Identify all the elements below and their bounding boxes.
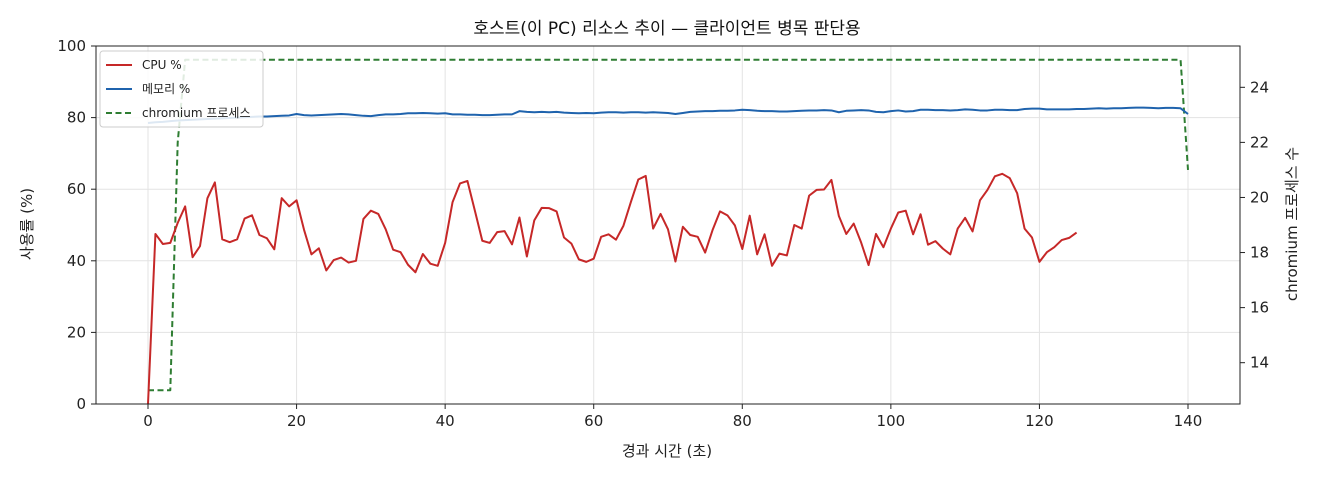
y-tick-label: 20 [67,323,86,341]
legend-box [99,50,264,128]
y-right-tick-label: 22 [1250,133,1269,151]
y-tick-label: 40 [67,252,86,270]
y-right-axis-ticks: 14 16 18 20 22 24 [1240,78,1269,372]
x-tick-label: 100 [877,412,906,430]
legend-label: CPU % [142,58,182,72]
y-right-tick-label: 18 [1250,244,1269,262]
y-axis-ticks: 0 20 40 60 80 100 [57,37,96,413]
x-tick-label: 60 [584,412,603,430]
series-line-0 [147,172,1078,405]
legend-label: chromium 프로세스 [142,106,251,120]
x-tick-label: 40 [436,412,455,430]
y-tick-label: 100 [57,37,86,55]
x-tick-label: 0 [143,412,153,430]
chart-title: 호스트(이 PC) 리소스 추이 — 클라이언트 병목 판단용 [473,19,860,39]
plot-frame [95,45,1241,405]
series-line-2 [148,58,1189,392]
x-axis-ticks: 0 20 40 60 80 100 120 140 [143,404,1202,430]
y-right-tick-label: 16 [1250,299,1269,317]
x-tick-label: 120 [1025,412,1054,430]
x-tick-label: 20 [287,412,306,430]
y-axis-label: 사용률 (%) [18,188,36,260]
x-axis-label: 경과 시간 (초) [622,442,712,460]
series-line-1 [147,106,1189,124]
y-right-tick-label: 14 [1250,354,1269,372]
y-right-tick-label: 20 [1250,188,1269,206]
y-right-axis-label: chromium 프로세스 수 [1283,147,1301,301]
y-tick-label: 60 [67,180,86,198]
y-tick-label: 80 [67,109,86,127]
legend-label: 메모리 % [142,82,190,96]
y-tick-label: 0 [76,395,86,413]
series-layer [147,58,1189,405]
x-tick-label: 80 [733,412,752,430]
x-tick-label: 140 [1174,412,1203,430]
legend: CPU % 메모리 % chromium 프로세스 [99,50,264,128]
y-right-tick-label: 24 [1250,78,1269,96]
